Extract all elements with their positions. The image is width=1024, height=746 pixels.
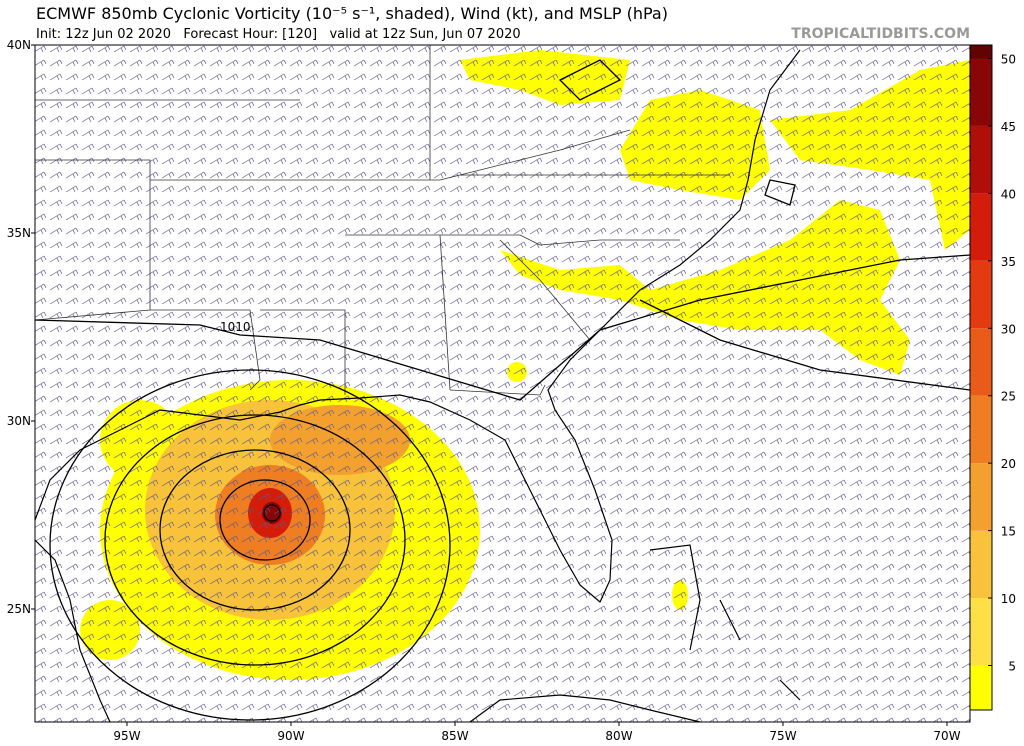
- colorbar: 5 10 15 20 25 30 35 40 45 50: [969, 44, 1016, 711]
- lat-label: 35N: [7, 226, 31, 240]
- isobars: [35, 59, 970, 721]
- colorbar-segment: [970, 665, 992, 710]
- colorbar-segment: [970, 598, 992, 666]
- colorbar-label: 40: [1001, 187, 1016, 201]
- lon-label: 80W: [605, 729, 632, 742]
- lat-label: 30N: [7, 414, 31, 428]
- contour-label: 1010: [220, 320, 251, 334]
- title: ECMWF 850mb Cyclonic Vorticity (10⁻⁵ s⁻¹…: [36, 4, 668, 23]
- lon-label: 95W: [113, 729, 140, 742]
- colorbar-label: 15: [1001, 525, 1016, 539]
- credit: TROPICALTIDBITS.COM: [791, 26, 970, 42]
- borders: [35, 45, 730, 396]
- colorbar-segment: [970, 260, 992, 329]
- colorbar-label: 45: [1001, 120, 1016, 134]
- subtitle: Init: 12z Jun 02 2020 Forecast Hour: [12…: [36, 27, 521, 42]
- lon-label: 90W: [277, 729, 304, 742]
- colorbar-label: 25: [1001, 390, 1016, 404]
- colorbar-label: 5: [1008, 659, 1016, 673]
- colorbar-segment: [970, 328, 992, 396]
- colorbar-segment: [970, 45, 992, 59]
- colorbar-label: 20: [1001, 457, 1016, 471]
- lat-label: 40N: [7, 38, 31, 52]
- lat-label: 25N: [7, 602, 31, 616]
- map: [35, 45, 970, 722]
- colorbar-label: 50: [1001, 52, 1016, 66]
- colorbar-label: 30: [1001, 322, 1016, 336]
- lon-label: 85W: [441, 729, 468, 742]
- colorbar-label: 35: [1001, 255, 1016, 269]
- colorbar-segment: [970, 58, 992, 126]
- colorbar-segment: [970, 125, 992, 194]
- colorbar-segment: [970, 530, 992, 599]
- lon-label: 70W: [933, 729, 960, 742]
- coastlines: [35, 49, 801, 722]
- wind-barbs: [35, 45, 970, 722]
- lon-label: 75W: [769, 729, 796, 742]
- colorbar-frame: [969, 44, 993, 711]
- colorbar-segment: [970, 463, 992, 531]
- axis-labels: 40N 35N 30N 25N 95W 90W 85W 80W 75W 70W: [7, 38, 961, 743]
- colorbar-label: 10: [1001, 592, 1016, 606]
- colorbar-segment: [970, 395, 992, 464]
- colorbar-segment: [970, 193, 992, 261]
